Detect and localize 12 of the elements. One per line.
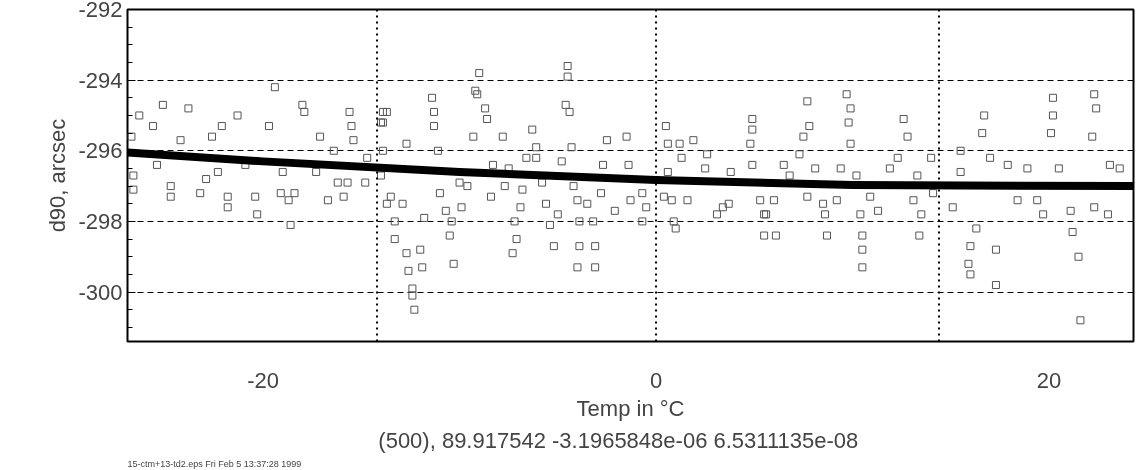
text: (500), 89.917542 -3.1965848e-06 6.5311135e-08	[378, 427, 859, 453]
text: 15-ctm+13-td2.eps Fri Feb 5 13:37:28 1999	[127, 458, 302, 469]
y-tick-label: -294	[78, 67, 123, 93]
x-axis-title: Temp in °C	[576, 395, 685, 421]
x-tick-label: 20	[1036, 367, 1062, 393]
y-tick-label: -300	[78, 279, 123, 305]
y-tick-label: -298	[78, 208, 123, 234]
y-tick-label: -292	[78, 0, 123, 22]
y-tick-label: -296	[78, 138, 123, 164]
x-tick-label: -20	[247, 367, 279, 393]
y-axis-title: d90, arcsec	[45, 118, 71, 233]
x-tick-label: 0	[649, 367, 663, 393]
